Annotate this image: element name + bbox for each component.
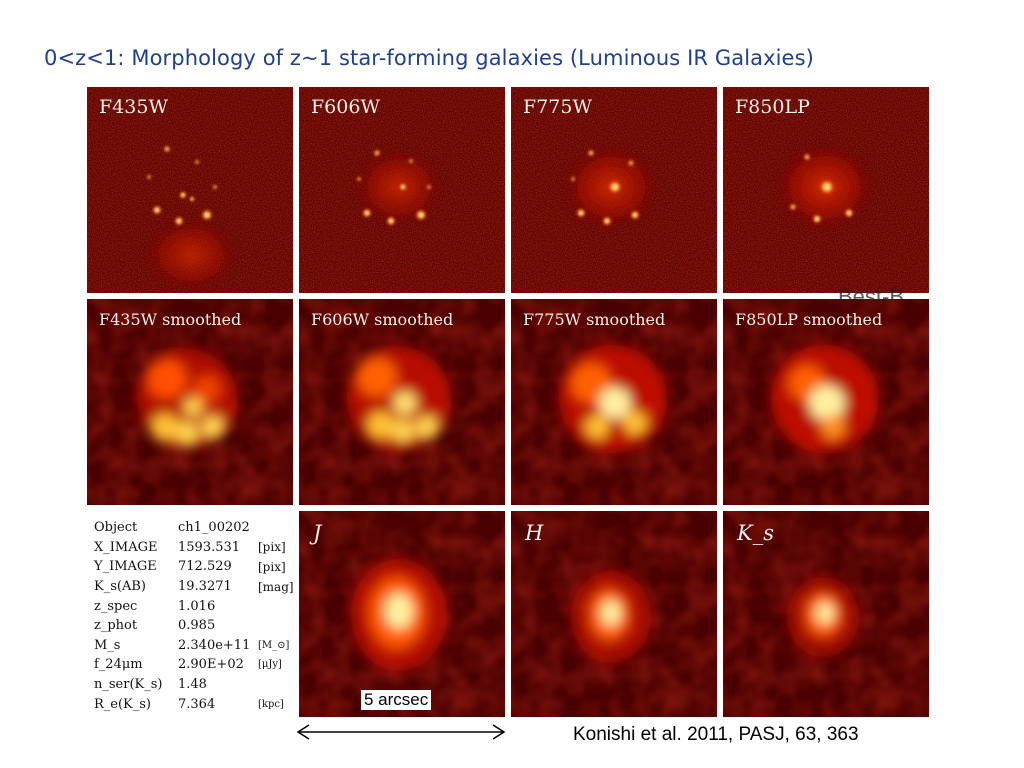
panel-label: F775W xyxy=(523,96,592,118)
info-row-zspec: z_spec 1.016 xyxy=(94,596,294,616)
panel-f435w: F435W xyxy=(87,87,293,293)
info-unit: [mag] xyxy=(258,579,294,594)
panel-label: F775W smoothed xyxy=(523,310,666,329)
info-row-object: Object ch1_00202 xyxy=(94,518,294,538)
info-unit: [M_⊙] xyxy=(258,639,290,651)
info-key: K_s(AB) xyxy=(94,579,146,595)
info-value: 1.48 xyxy=(178,677,207,693)
info-key: z_spec xyxy=(94,598,138,614)
info-key: z_phot xyxy=(94,618,138,634)
panel-f606w: F606W xyxy=(299,87,505,293)
info-unit: [μJy] xyxy=(258,659,282,671)
info-row-f24: f_24μm 2.90E+02 [μJy] xyxy=(94,655,294,675)
info-row-ks: K_s(AB) 19.3271 [mag] xyxy=(94,577,294,597)
panel-label: F435W xyxy=(99,96,168,118)
galaxy-image xyxy=(723,511,929,717)
info-row-nser: n_ser(K_s) 1.48 xyxy=(94,675,294,695)
info-unit: [pix] xyxy=(258,559,286,574)
galaxy-image xyxy=(299,511,505,717)
info-unit xyxy=(258,675,294,695)
info-value: 1.016 xyxy=(178,598,216,614)
galaxy-image xyxy=(299,299,505,505)
info-unit xyxy=(258,596,294,616)
scale-label: 5 arcsec xyxy=(361,690,432,710)
info-value: 7.364 xyxy=(178,696,216,712)
panel-h-band: H xyxy=(511,511,717,717)
panel-label: F606W smoothed xyxy=(311,310,454,329)
galaxy-image xyxy=(511,299,717,505)
info-key: n_ser(K_s) xyxy=(94,677,163,693)
panel-j-band: J xyxy=(299,511,505,717)
panel-label: J xyxy=(313,521,322,545)
panel-label: F435W smoothed xyxy=(99,310,242,329)
scale-bar-arrow xyxy=(296,724,506,740)
info-key: f_24μm xyxy=(94,657,143,673)
info-unit: [pix] xyxy=(258,540,286,555)
panel-f606w-smoothed: F606W smoothed xyxy=(299,299,505,505)
citation: Konishi et al. 2011, PASJ, 63, 363 xyxy=(573,724,859,745)
info-row-y-image: Y_IMAGE 712.529 [pix] xyxy=(94,557,294,577)
info-value: 1593.531 xyxy=(178,539,241,555)
galaxy-image xyxy=(87,299,293,505)
info-value: ch1_00202 xyxy=(178,520,250,536)
info-value: 2.340e+11 xyxy=(178,637,251,653)
info-key: X_IMAGE xyxy=(94,539,158,555)
galaxy-image xyxy=(511,87,717,293)
info-key: Y_IMAGE xyxy=(94,559,157,575)
info-value: 19.3271 xyxy=(178,579,232,595)
panel-f775w-smoothed: F775W smoothed xyxy=(511,299,717,505)
panel-label: F606W xyxy=(311,96,380,118)
slide-title: 0<z<1: Morphology of z~1 star-forming ga… xyxy=(44,46,814,70)
galaxy-image xyxy=(723,299,929,505)
info-key: Object xyxy=(94,520,138,536)
panel-f850lp: F850LP xyxy=(723,87,929,293)
info-value: 0.985 xyxy=(178,618,216,634)
info-row-zphot: z_phot 0.985 xyxy=(94,616,294,636)
panel-f775w: F775W xyxy=(511,87,717,293)
panel-f435w-smoothed: F435W smoothed xyxy=(87,299,293,505)
galaxy-image xyxy=(87,87,293,293)
info-row-re: R_e(K_s) 7.364 [kpc] xyxy=(94,694,294,714)
panel-f850lp-smoothed: F850LP smoothed xyxy=(723,299,929,505)
object-info-table: Object ch1_00202 X_IMAGE 1593.531 [pix] Y_I… xyxy=(94,518,294,714)
galaxy-image xyxy=(299,87,505,293)
info-value: 2.90E+02 xyxy=(178,657,244,673)
galaxy-image xyxy=(511,511,717,717)
info-row-ms: M_s 2.340e+11 [M_⊙] xyxy=(94,636,294,656)
info-key: R_e(K_s) xyxy=(94,696,152,712)
galaxy-image xyxy=(723,87,929,293)
info-unit: [kpc] xyxy=(258,698,284,710)
info-unit xyxy=(258,518,294,538)
panel-label: F850LP smoothed xyxy=(735,310,883,329)
info-key: M_s xyxy=(94,637,121,653)
panel-ks-band: K_s xyxy=(723,511,929,717)
info-row-x-image: X_IMAGE 1593.531 [pix] xyxy=(94,538,294,558)
panel-label: H xyxy=(525,521,544,545)
info-unit xyxy=(258,616,294,636)
panel-label: F850LP xyxy=(735,96,810,118)
info-value: 712.529 xyxy=(178,559,232,575)
panel-label: K_s xyxy=(737,521,774,545)
